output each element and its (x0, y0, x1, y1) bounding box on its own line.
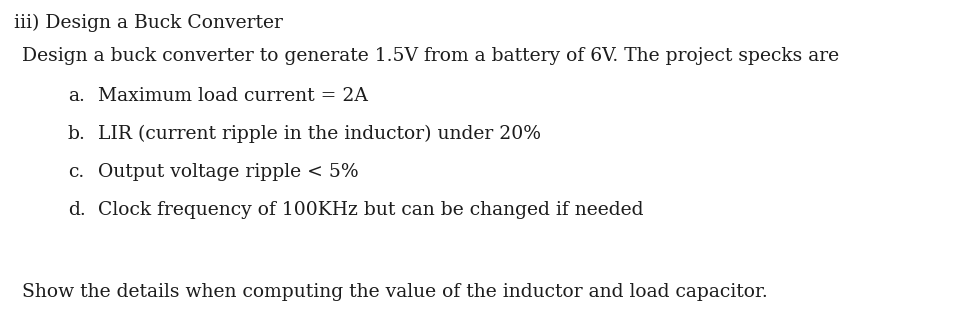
Text: LIR (current ripple in the inductor) under 20%: LIR (current ripple in the inductor) und… (98, 125, 541, 143)
Text: iii) Design a Buck Converter: iii) Design a Buck Converter (14, 14, 283, 32)
Text: a.: a. (68, 87, 85, 105)
Text: Output voltage ripple < 5%: Output voltage ripple < 5% (98, 163, 358, 181)
Text: Show the details when computing the value of the inductor and load capacitor.: Show the details when computing the valu… (22, 283, 768, 301)
Text: Maximum load current = 2A: Maximum load current = 2A (98, 87, 368, 105)
Text: c.: c. (68, 163, 84, 181)
Text: Clock frequency of 100KHz but can be changed if needed: Clock frequency of 100KHz but can be cha… (98, 201, 643, 219)
Text: Design a buck converter to generate 1.5V from a battery of 6V. The project speck: Design a buck converter to generate 1.5V… (22, 47, 839, 65)
Text: b.: b. (68, 125, 86, 143)
Text: d.: d. (68, 201, 86, 219)
